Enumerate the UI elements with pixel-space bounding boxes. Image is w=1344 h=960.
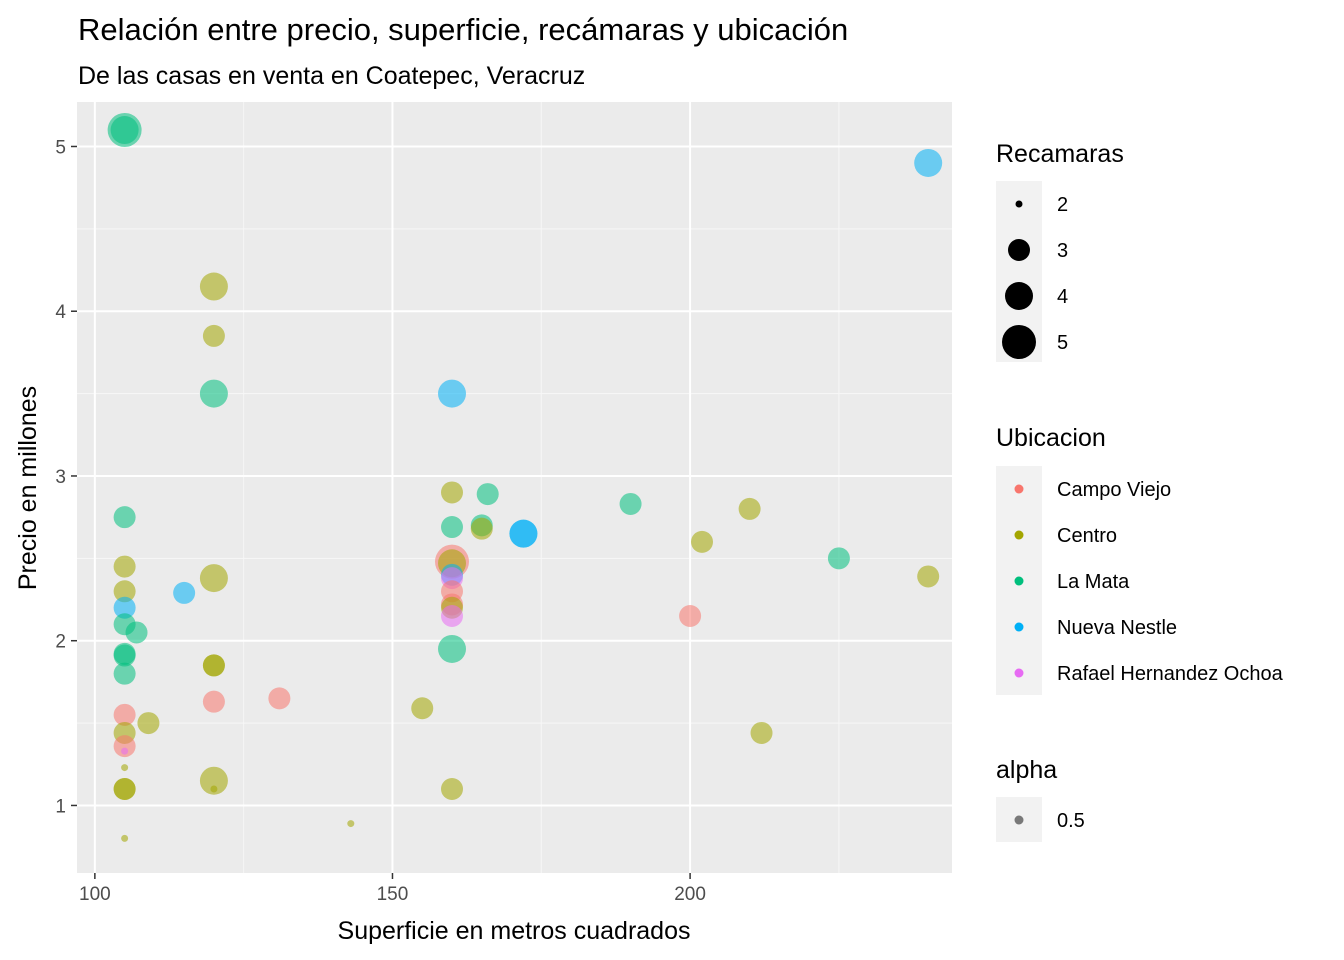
legend-label-color: La Mata — [1057, 571, 1130, 593]
legend-label-size: 2 — [1057, 194, 1068, 216]
data-point — [113, 662, 136, 685]
data-point — [202, 690, 225, 713]
x-tick-label: 100 — [79, 884, 111, 905]
data-point — [441, 481, 463, 504]
data-point — [125, 621, 148, 644]
axis-ticks: 100 150 200 1 2 3 4 5 — [55, 137, 706, 905]
data-point — [917, 565, 940, 588]
data-point — [113, 580, 136, 603]
data-point — [210, 785, 218, 793]
data-point — [738, 497, 761, 520]
x-tick-label: 150 — [377, 884, 409, 905]
data-point — [438, 379, 466, 408]
data-point — [441, 777, 463, 800]
legend-ubicacion: Ubicacion Campo Viejo Centro La Mata Nueva … — [996, 424, 1284, 695]
legend-label-size: 4 — [1057, 286, 1068, 308]
data-point — [113, 596, 136, 619]
legend-title-alpha: alpha — [996, 756, 1057, 784]
legend-key-color — [1014, 530, 1024, 540]
legend-alpha: alpha 0.5 — [996, 756, 1085, 842]
data-point — [110, 116, 139, 145]
chart-title: Relación entre precio, superficie, recám… — [78, 12, 848, 47]
data-point — [268, 687, 291, 710]
legend-label-color: Nueva Nestle — [1057, 617, 1177, 639]
legend-label-alpha: 0.5 — [1057, 810, 1085, 832]
data-point — [113, 777, 136, 800]
data-point — [113, 555, 136, 578]
legend-key-size — [1005, 282, 1033, 310]
data-point — [199, 766, 228, 795]
legend-key-color — [1014, 576, 1024, 586]
y-tick-label: 2 — [55, 632, 66, 653]
data-point — [113, 735, 136, 758]
data-point — [113, 506, 136, 529]
data-point — [121, 764, 129, 772]
data-point — [679, 605, 702, 627]
legend-key-size — [1015, 200, 1023, 208]
x-axis-title: Superficie en metros cuadrados — [338, 917, 691, 945]
legend-key-size — [1002, 325, 1036, 359]
y-tick-label: 3 — [55, 467, 66, 488]
data-point — [619, 492, 642, 515]
data-point — [113, 644, 136, 667]
data-point — [347, 820, 355, 828]
y-tick-label: 4 — [55, 302, 66, 323]
data-point — [199, 272, 228, 301]
data-point — [202, 654, 225, 677]
data-point — [691, 530, 713, 553]
legend-label-color: Campo Viejo — [1057, 479, 1171, 501]
data-point — [121, 747, 129, 755]
data-point — [476, 483, 499, 506]
data-point — [199, 564, 228, 593]
data-point — [137, 712, 160, 735]
data-point — [827, 547, 850, 570]
x-tick-label: 200 — [674, 884, 706, 905]
data-point — [438, 634, 466, 663]
y-axis-title: Precio en millones — [14, 386, 42, 590]
legend-title-ubicacion: Ubicacion — [996, 424, 1106, 452]
legend-label-size: 5 — [1057, 332, 1068, 354]
data-point — [509, 519, 538, 548]
data-point — [914, 148, 943, 177]
legend-label-color: Centro — [1057, 525, 1117, 547]
data-point — [121, 834, 129, 842]
data-point — [441, 605, 463, 627]
legend-key-color — [1014, 668, 1024, 678]
legend-label-color: Rafael Hernandez Ochoa — [1057, 663, 1284, 685]
data-point — [202, 324, 225, 347]
legend-key-size — [1008, 239, 1030, 261]
legend-key-alpha — [1014, 815, 1024, 825]
plot-panel — [77, 102, 952, 873]
data-point — [411, 697, 434, 720]
data-points — [107, 113, 943, 842]
y-tick-label: 1 — [55, 796, 66, 817]
data-point — [750, 721, 773, 744]
legend-title-recamaras: Recamaras — [996, 140, 1124, 168]
legend-label-size: 3 — [1057, 240, 1068, 262]
data-point — [441, 516, 463, 539]
data-point — [113, 703, 136, 726]
legend-recamaras: Recamaras 2 3 4 5 — [996, 140, 1124, 362]
chart-subtitle: De las casas en venta en Coatepec, Verac… — [78, 62, 585, 90]
data-point — [470, 517, 493, 540]
data-point — [173, 581, 196, 604]
legend-key-color — [1014, 622, 1024, 632]
data-point — [199, 379, 228, 408]
y-tick-label: 5 — [55, 137, 66, 158]
legend-key-color — [1014, 484, 1024, 494]
